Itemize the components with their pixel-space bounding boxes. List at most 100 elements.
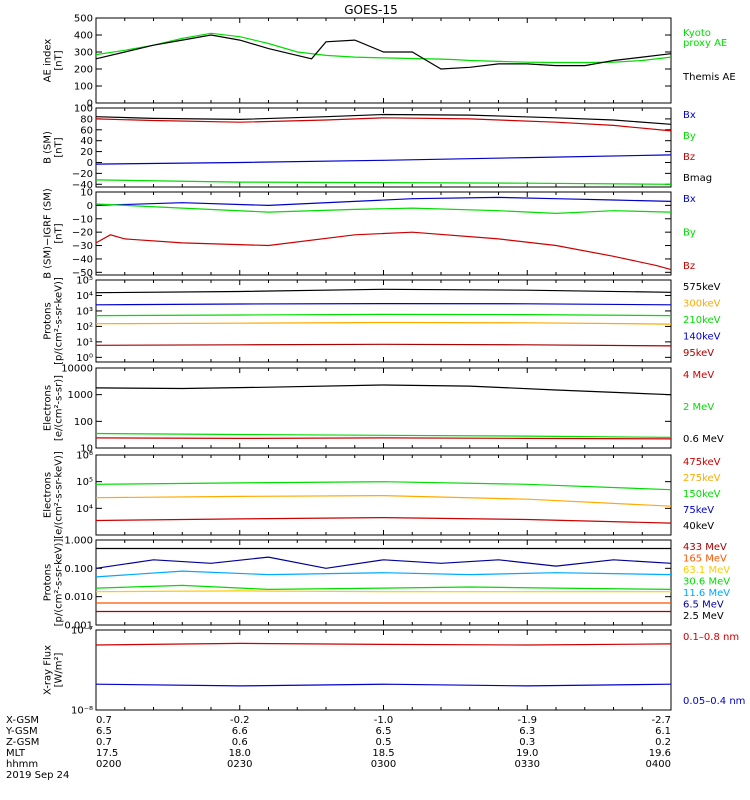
ephem-value: -2.7	[651, 715, 671, 726]
y-tick-label: 10⁵	[76, 477, 93, 488]
series-line-0-1-0-8-nm	[95, 642, 672, 646]
y-tick-label: 20	[80, 147, 93, 158]
ephem-value: -0.2	[230, 715, 250, 726]
plot-frame	[95, 107, 672, 188]
series-line-300kev	[95, 321, 672, 325]
ephem-row-label: hhmm	[6, 759, 38, 770]
panel-4: 10⁰ 10¹ 10² 10³ 10⁴ 10⁵ Protons [p/(cm²-s-sr-ke…	[43, 276, 721, 365]
y-axis-label: [nT]	[54, 137, 65, 157]
y-tick-label: 500	[74, 14, 93, 25]
y-axis-label: [p/(cm²-s-sr-keV)]	[54, 539, 65, 627]
y-tick-label: 40	[80, 136, 93, 147]
series-line-themis-ae	[95, 34, 672, 70]
series-line-2-mev	[95, 432, 672, 438]
legend-label: 2.5 MeV	[683, 611, 724, 622]
plot-frame	[95, 367, 672, 449]
legend-label: Bx	[683, 110, 696, 121]
legend-label: 63.1 MeV	[683, 565, 730, 576]
y-tick-label: −20	[72, 169, 93, 180]
series-line-4-mev	[95, 437, 672, 440]
ephem-value: 19.0	[516, 748, 538, 759]
ephem-row-label: MLT	[6, 748, 26, 759]
legend-label: Kyoto	[683, 28, 711, 39]
series-line-bz	[95, 117, 672, 132]
legend-label: By	[683, 131, 696, 142]
y-axis-label: Protons	[43, 302, 54, 339]
y-axis-label: B (SM)−IGRF (SM)	[43, 188, 54, 279]
y-tick-label: −40	[72, 254, 93, 265]
series-line-63-1-mev	[95, 590, 671, 593]
series-line-by	[95, 179, 672, 185]
legend-label: 4 MeV	[683, 370, 714, 381]
y-tick-label: 200	[74, 65, 93, 76]
y-tick-label: 10⁴	[76, 291, 93, 302]
y-axis-label: Electrons	[43, 385, 54, 431]
panel-3: −50 −40 −30 −20 −10 0 10 B (SM)−IGRF (SM) [nT] Bx…	[43, 188, 696, 279]
y-tick-label: −40	[72, 180, 93, 191]
y-tick-label: 10²	[76, 322, 93, 333]
series-line-30-6-mev	[95, 584, 672, 591]
plot-title: GOES-15	[344, 3, 398, 17]
legend-label: 0.05–0.4 nm	[683, 696, 745, 707]
y-tick-label: 100	[74, 417, 93, 428]
y-axis-label: [e/(cm²-s-sr-keV)]	[54, 451, 65, 539]
y-tick-label: 0.001	[64, 621, 93, 632]
y-tick-label: 10³	[76, 306, 93, 317]
series-line-575kev	[95, 288, 672, 294]
legend-label: 575keV	[683, 282, 721, 293]
legend-label: 30.6 MeV	[683, 577, 730, 588]
y-tick-label: −20	[72, 228, 93, 239]
ephem-row-label: Y-GSM	[5, 726, 38, 737]
ephem-value: 6.6	[232, 726, 248, 737]
y-tick-label: 0.100	[64, 564, 93, 575]
y-tick-label: 100	[74, 104, 93, 115]
series-line-275kev	[95, 494, 672, 507]
panel-8: 10⁻⁸ 10⁻⁷ X-ray Flux [W/m²] 0.1–0.8 nm 0.05–0…	[43, 626, 746, 717]
y-tick-label: 80	[80, 114, 93, 125]
ephem-value: 19.6	[649, 748, 671, 759]
ephem-value: 18.5	[372, 748, 394, 759]
legend-label: 40keV	[683, 521, 714, 532]
y-tick-label: 300	[74, 48, 93, 59]
panel-5: 10 100 1000 10000 Electrons [e/(cm²-s-sr)] 4 M…	[43, 364, 724, 455]
y-tick-label: 0	[87, 99, 93, 110]
ephem-value: 6.3	[519, 726, 535, 737]
y-tick-label: −30	[72, 241, 93, 252]
y-axis-label: [p/(cm²-s-sr-keV)]	[54, 277, 65, 365]
y-tick-label: 10	[80, 444, 93, 455]
series-line-by	[95, 203, 672, 215]
y-axis-label: [nT]	[54, 223, 65, 243]
ephem-value: 17.5	[96, 748, 118, 759]
y-axis-label: Electrons	[43, 472, 54, 518]
series-line-0-05-0-4-nm	[95, 683, 672, 687]
legend-label: Bmag	[683, 173, 712, 184]
ephem-value: 0.3	[519, 737, 535, 748]
y-axis-label: X-ray Flux	[43, 645, 54, 695]
legend-label: 433 MeV	[683, 542, 727, 553]
ephem-value: 0230	[227, 759, 252, 770]
y-axis-label: AE index	[43, 39, 54, 83]
legend-label: 0.1–0.8 nm	[683, 632, 739, 643]
y-tick-label: 10⁶	[76, 451, 93, 462]
y-tick-label: 10000	[61, 364, 93, 375]
legend-label: 0.6 MeV	[683, 434, 724, 445]
legend-label: 95keV	[683, 348, 714, 359]
ephem-value: 0200	[96, 759, 121, 770]
plot-frame	[95, 539, 672, 626]
date-label: 2019 Sep 24	[6, 770, 69, 781]
legend-label: Bz	[683, 261, 695, 272]
y-tick-label: 0	[87, 158, 93, 169]
y-tick-label: −10	[72, 214, 93, 225]
y-tick-label: 400	[74, 31, 93, 42]
y-tick-label: 10⁴	[76, 504, 93, 515]
y-tick-label: 60	[80, 125, 93, 136]
series-line-6-5-mev	[95, 556, 672, 569]
ephem-value: 0330	[515, 759, 540, 770]
y-tick-label: 0.010	[64, 592, 93, 603]
ephemeris-footer: X-GSM 0.7 -0.2 -1.0 -1.9 -2.7 Y-GSM 6.5 6.6 6.5 6.…	[5, 715, 671, 781]
y-tick-label: 1000	[68, 390, 93, 401]
y-tick-label: 10⁻⁷	[71, 626, 93, 637]
series-line-0-6-mev	[95, 384, 672, 396]
legend-label: 11.6 MeV	[683, 588, 730, 599]
